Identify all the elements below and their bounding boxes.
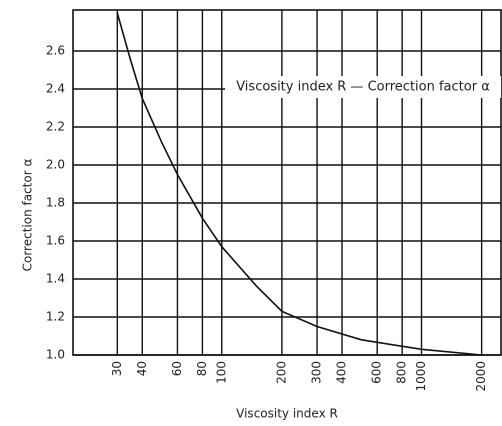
y-tick-label: 1.4 (46, 272, 65, 286)
x-tick-label: 600 (370, 361, 384, 384)
y-tick-label: 2.0 (46, 158, 65, 172)
plot-frame (72, 9, 502, 356)
x-tick-label: 60 (170, 361, 184, 376)
y-tick-label: 1.8 (46, 196, 65, 210)
y-tick-label: 1.2 (46, 310, 65, 324)
x-axis-label: Viscosity index R (236, 407, 338, 421)
x-tick-label: 30 (110, 361, 124, 376)
x-tick-label: 1000 (414, 361, 428, 392)
x-tick-label: 40 (135, 361, 149, 376)
annotation-bg (225, 76, 501, 98)
x-tick-label: 800 (395, 361, 409, 384)
y-tick-label: 1.0 (46, 348, 65, 362)
annotation: Viscosity index R — Correction factor α (236, 80, 490, 95)
curve (116, 12, 482, 356)
y-axis-label: Correction factor α (21, 159, 35, 272)
x-tick-label: 80 (195, 361, 209, 376)
y-tick-label: 2.2 (46, 120, 65, 134)
y-tick-label: 2.6 (46, 44, 65, 58)
x-tick-label: 2000 (474, 361, 488, 392)
x-tick-label: 100 (214, 361, 228, 384)
x-tick-label: 400 (335, 361, 349, 384)
x-tick-label: 200 (274, 361, 288, 384)
y-tick-label: 2.4 (46, 82, 65, 96)
x-tick-label: 300 (310, 361, 324, 384)
y-tick-label: 1.6 (46, 234, 65, 248)
